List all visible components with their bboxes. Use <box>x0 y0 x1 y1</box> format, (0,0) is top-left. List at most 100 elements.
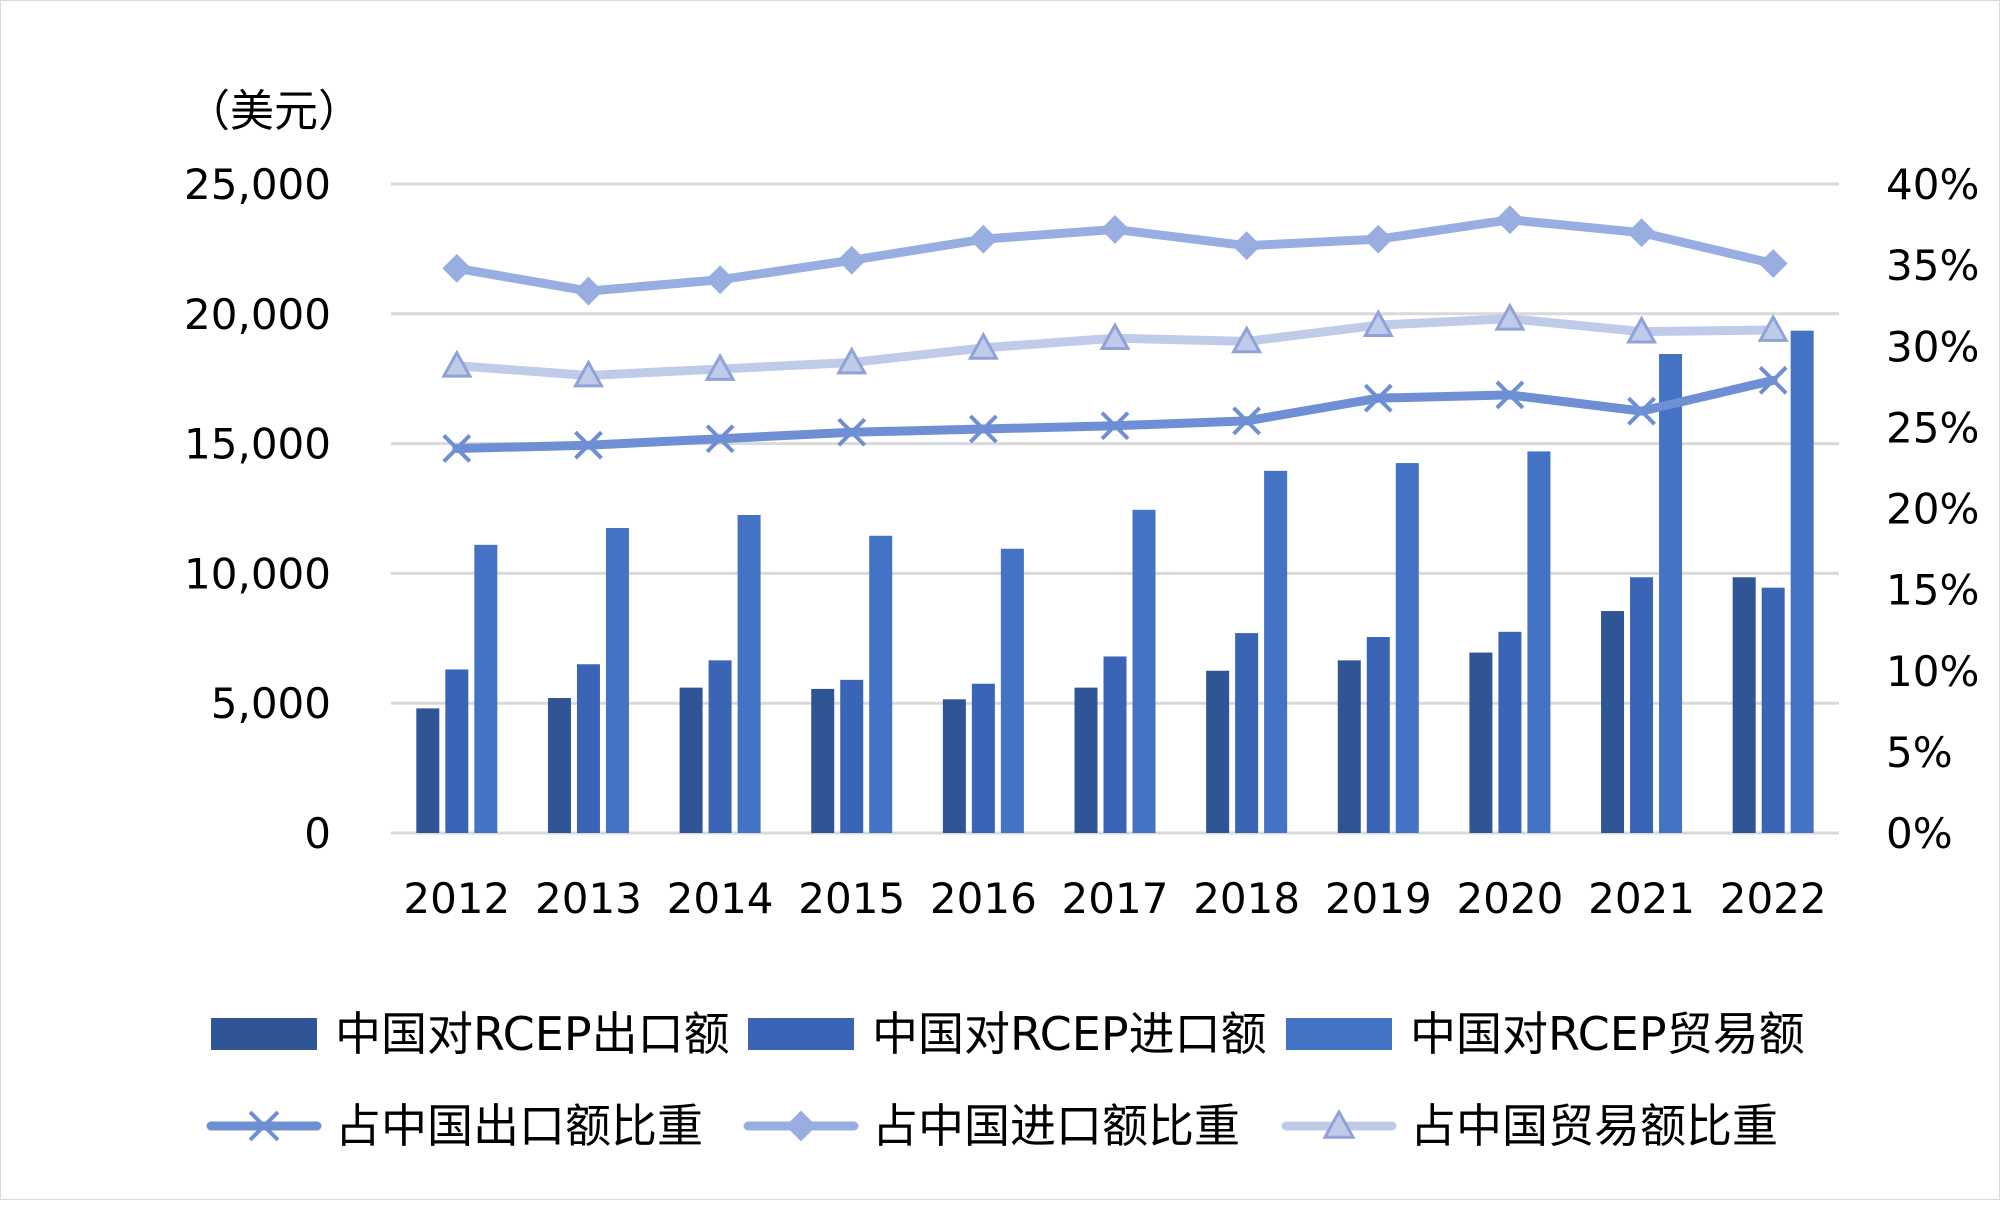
line-point <box>1627 218 1656 248</box>
line-point <box>968 414 998 444</box>
y-right-tick-label: 15% <box>1886 566 1979 615</box>
bar <box>869 535 893 833</box>
legend-item: 中国对RCEP出口额 <box>211 1007 730 1061</box>
bar <box>1659 354 1683 833</box>
legend-swatch <box>211 1018 317 1050</box>
y-left-tick-label: 15,000 <box>184 420 331 469</box>
line-point <box>441 349 473 378</box>
bar <box>605 527 629 833</box>
bar <box>679 687 703 833</box>
bar <box>1235 633 1259 833</box>
line-point <box>968 224 998 254</box>
line-point <box>1100 411 1130 441</box>
bar <box>474 544 498 833</box>
legend-item: 中国对RCEP贸易额 <box>1286 1007 1805 1061</box>
legend-label: 中国对RCEP出口额 <box>335 1007 730 1061</box>
bar <box>1395 463 1419 833</box>
line-point <box>1100 215 1130 244</box>
bar <box>1132 509 1156 833</box>
y-right-tick-label: 10% <box>1886 647 1979 696</box>
line-point <box>1758 365 1788 395</box>
line-point <box>705 265 735 295</box>
legend-item: 占中国出口额比重 <box>206 1099 703 1153</box>
y-left-tick-label: 10,000 <box>184 549 331 598</box>
line-point <box>1626 315 1658 344</box>
x-tick-label: 2016 <box>930 874 1037 923</box>
line-point <box>1362 309 1394 338</box>
y-right-tick-label: 30% <box>1886 322 1979 371</box>
line-point <box>574 430 603 460</box>
bar <box>416 708 440 833</box>
bar <box>811 688 835 833</box>
legend-label: 中国对RCEP贸易额 <box>1410 1007 1805 1061</box>
line-point <box>442 253 472 283</box>
line-point <box>1494 302 1526 331</box>
bar <box>1469 652 1493 833</box>
bar <box>1527 451 1551 833</box>
x-tick-label: 2017 <box>1062 874 1169 923</box>
line-point <box>574 276 603 306</box>
line-point <box>1495 205 1525 235</box>
bar <box>1366 637 1390 833</box>
line-point <box>967 331 999 360</box>
legend-swatch <box>1286 1018 1392 1050</box>
line-point <box>1757 313 1789 342</box>
line-point <box>1758 249 1788 278</box>
bar <box>1000 548 1024 833</box>
x-tick-label: 2020 <box>1456 874 1563 923</box>
bars <box>416 330 1814 833</box>
x-tick-label: 2015 <box>798 874 905 923</box>
bar <box>1601 611 1625 833</box>
bar <box>1498 631 1522 833</box>
y-left-tick-label: 25,000 <box>184 160 331 209</box>
bar <box>708 660 732 833</box>
line-point <box>442 434 472 463</box>
bar <box>737 514 761 833</box>
line-point <box>704 352 736 381</box>
legend-swatch <box>748 1018 854 1050</box>
bar <box>1206 670 1230 833</box>
bar <box>576 664 600 833</box>
bar <box>1337 660 1361 833</box>
y-right-tick-label: 5% <box>1886 728 1953 777</box>
x-tick-label: 2013 <box>535 874 642 923</box>
line-point <box>837 417 867 447</box>
legend-item: 占中国贸易额比重 <box>1281 1099 1778 1153</box>
y-left-tick-label: 5,000 <box>211 679 331 728</box>
bar <box>1264 470 1288 833</box>
line-point <box>572 359 605 388</box>
legend-label: 占中国贸易额比重 <box>1410 1099 1778 1153</box>
line-point <box>1627 396 1656 426</box>
line-point <box>1099 322 1131 351</box>
y-right-tick-label: 40% <box>1886 160 1979 209</box>
y-right-tick-label: 25% <box>1886 403 1979 452</box>
bar <box>971 683 995 833</box>
line-point <box>836 346 868 375</box>
bar <box>1761 587 1785 833</box>
bar <box>445 669 469 833</box>
line-point <box>785 1110 817 1142</box>
y-right-tick-label: 35% <box>1886 241 1979 290</box>
bar <box>1790 330 1814 833</box>
lines <box>441 205 1789 463</box>
bar <box>1732 577 1756 833</box>
y-right-tick-label: 20% <box>1886 485 1979 534</box>
x-tick-label: 2012 <box>403 874 510 923</box>
line-point <box>705 424 735 454</box>
line-point <box>1495 380 1525 410</box>
line-point <box>248 1110 280 1142</box>
x-tick-label: 2022 <box>1720 874 1827 923</box>
bar <box>1630 577 1654 833</box>
bar <box>1103 656 1127 833</box>
axis-labels: 0 5,000 10,000 15,000 20,000 25,000 0% 5% 10% 15%… <box>184 160 1979 923</box>
line-point <box>1363 224 1393 254</box>
x-tick-label: 2014 <box>667 874 774 923</box>
y-right-tick-label: 0% <box>1886 809 1953 858</box>
legend-item: 中国对RCEP进口额 <box>748 1007 1267 1061</box>
line-point <box>1232 406 1262 436</box>
x-tick-label: 2021 <box>1588 874 1695 923</box>
line-point <box>837 245 867 275</box>
